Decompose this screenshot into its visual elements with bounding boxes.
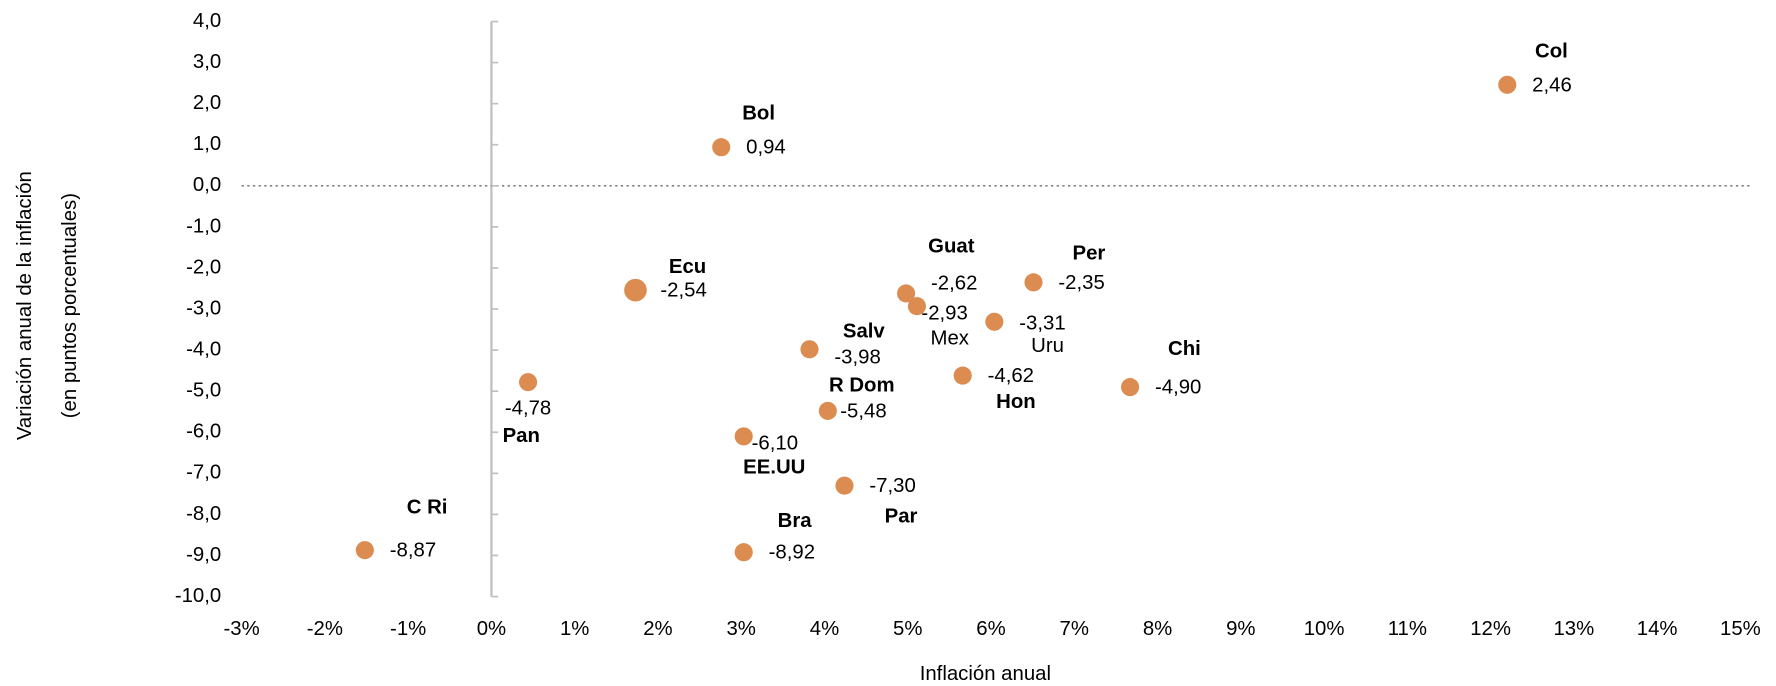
point-label: Per	[1073, 242, 1106, 264]
y-tick-label: 1,0	[193, 133, 221, 155]
y-tick-label: -9,0	[186, 544, 221, 566]
point	[734, 543, 753, 562]
y-tick-label: -10,0	[175, 585, 221, 607]
y-tick-label: 3,0	[193, 51, 221, 73]
x-tick-label: 3%	[726, 618, 755, 640]
point	[624, 278, 647, 302]
point-label: Salv	[843, 321, 886, 343]
y-tick-label: -6,0	[186, 421, 221, 443]
point	[953, 366, 972, 385]
point	[518, 373, 538, 392]
y-axis-title: Variación anual de la inflación	[14, 171, 36, 440]
point	[835, 476, 854, 495]
point-label: Col	[1535, 40, 1568, 62]
point	[1121, 378, 1140, 397]
point	[800, 340, 819, 359]
point-label: C Ri	[407, 497, 448, 519]
point-label: Guat	[928, 235, 975, 257]
point	[897, 284, 916, 303]
x-tick-label: 2%	[643, 618, 672, 640]
x-tick-label: 12%	[1470, 618, 1511, 640]
point-label: Mex	[931, 327, 969, 349]
value-label: -7,30	[869, 475, 915, 497]
x-tick-label: 5%	[893, 618, 922, 640]
value-label: -3,31	[1019, 312, 1065, 334]
y-tick-label: -8,0	[186, 503, 221, 525]
x-tick-label: -2%	[307, 618, 343, 640]
value-label: -4,78	[505, 398, 551, 420]
value-label: -4,90	[1155, 377, 1201, 399]
x-tick-label: 14%	[1637, 618, 1678, 640]
point-label: Hon	[996, 391, 1036, 413]
y-tick-label: -3,0	[186, 297, 221, 319]
value-label: -2,93	[921, 302, 967, 324]
x-tick-label: 7%	[1060, 618, 1089, 640]
y-tick-label: -5,0	[186, 380, 221, 402]
x-tick-label: -1%	[390, 618, 426, 640]
value-label: 0,94	[746, 137, 786, 159]
x-tick-label: 11%	[1388, 618, 1427, 640]
value-label: -8,92	[769, 542, 815, 564]
value-label: -8,87	[390, 540, 436, 562]
x-tick-label: 9%	[1226, 618, 1255, 640]
point-label: Uru	[1031, 335, 1064, 357]
x-tick-label: 15%	[1720, 618, 1761, 640]
point-label: Bol	[742, 103, 775, 125]
point	[1024, 273, 1043, 292]
x-tick-label: 4%	[810, 618, 839, 640]
y-tick-label: 4,0	[193, 10, 221, 32]
point	[712, 138, 731, 157]
point	[907, 297, 926, 316]
value-label: -6,10	[752, 433, 798, 455]
point-label: Chi	[1168, 338, 1201, 360]
value-label: -2,54	[660, 280, 706, 302]
x-tick-label: 13%	[1553, 618, 1594, 640]
y-tick-label: -1,0	[186, 215, 221, 237]
value-label: -3,98	[834, 347, 880, 369]
value-label: -2,62	[931, 273, 977, 295]
x-tick-label: 6%	[976, 618, 1005, 640]
y-tick-label: 2,0	[193, 92, 221, 114]
y-axis-title: (en puntos porcentuales)	[59, 193, 81, 418]
x-tick-label: 0%	[477, 618, 506, 640]
point-label: R Dom	[829, 374, 895, 396]
point-label: Par	[885, 506, 918, 528]
point	[734, 427, 753, 446]
point	[1498, 75, 1517, 94]
value-label: -5,48	[840, 400, 886, 422]
x-axis-title: Inflación anual	[920, 663, 1051, 685]
x-tick-label: 8%	[1143, 618, 1172, 640]
point	[355, 541, 374, 560]
x-tick-label: 10%	[1304, 618, 1345, 640]
value-label: 2,46	[1532, 74, 1572, 96]
y-tick-label: 0,0	[193, 174, 221, 196]
value-label: -4,62	[988, 365, 1034, 387]
y-tick-label: -2,0	[186, 256, 221, 278]
x-tick-label: 1%	[560, 618, 589, 640]
y-tick-label: -4,0	[186, 338, 221, 360]
y-tick-label: -7,0	[186, 462, 221, 484]
point	[985, 312, 1004, 331]
point-label: Bra	[778, 510, 813, 532]
point	[818, 401, 837, 420]
x-tick-label: -3%	[224, 618, 260, 640]
value-label: -2,35	[1058, 272, 1104, 294]
point-label: Pan	[503, 425, 540, 447]
point-label: Ecu	[669, 256, 706, 278]
point-label: EE.UU	[743, 456, 805, 478]
